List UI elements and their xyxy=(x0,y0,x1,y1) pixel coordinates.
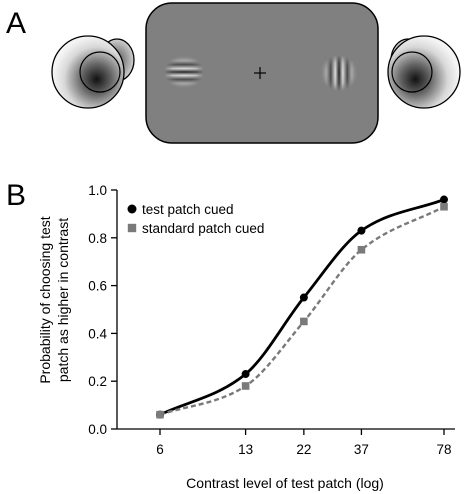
y-tick-label: 0.8 xyxy=(88,231,107,246)
chart-axes: 0.0 0.2 0.4 0.6 0.8 1.0 6 13 22 37 78 xyxy=(88,183,455,457)
legend-marker-test xyxy=(127,204,137,214)
standard-cued-point xyxy=(241,382,250,390)
standard-cued-point xyxy=(357,245,366,254)
test-cued-point xyxy=(440,195,448,204)
psychometric-chart: 0.0 0.2 0.4 0.6 0.8 1.0 6 13 22 37 78 test patch c… xyxy=(37,183,455,491)
legend-label-standard: standard patch cued xyxy=(142,221,264,236)
right-eye-icon xyxy=(387,35,461,109)
x-tick-label: 13 xyxy=(238,442,253,457)
x-tick-label: 37 xyxy=(354,442,369,457)
y-tick-label: 0.6 xyxy=(88,279,107,294)
horizontal-gabor-patch xyxy=(164,55,204,89)
legend-marker-standard xyxy=(127,223,137,233)
x-tick-label: 6 xyxy=(156,442,164,457)
y-tick-label: 0.0 xyxy=(88,422,107,437)
standard-cued-point xyxy=(440,202,448,211)
test-cued-point xyxy=(241,370,250,379)
y-tick-label: 1.0 xyxy=(88,183,107,198)
panel-b-label: B xyxy=(6,179,26,212)
standard-cued-point xyxy=(156,410,164,419)
y-tick-label: 0.2 xyxy=(88,374,107,389)
test-cued-point xyxy=(357,226,366,235)
x-tick-label: 22 xyxy=(296,442,311,457)
chart-points xyxy=(156,195,448,419)
standard-cued-curve xyxy=(159,205,445,416)
x-tick-label: 78 xyxy=(436,442,451,457)
test-cued-point xyxy=(299,293,308,302)
vertical-gabor-patch xyxy=(320,55,358,91)
x-axis-title: Contrast level of test patch (log) xyxy=(186,475,384,491)
legend-label-test: test patch cued xyxy=(142,202,234,217)
panel-a-label: A xyxy=(6,7,26,40)
y-tick-label: 0.4 xyxy=(88,326,107,341)
chart-legend: test patch cued standard patch cued xyxy=(127,202,264,236)
left-eye-icon xyxy=(51,35,135,109)
fixation-cross xyxy=(254,67,266,79)
y-axis-title-line-2: patch as higher in contrast xyxy=(55,218,71,382)
standard-cued-point xyxy=(300,317,308,326)
y-axis-title-line-1: Probability of choosing test xyxy=(37,216,53,383)
